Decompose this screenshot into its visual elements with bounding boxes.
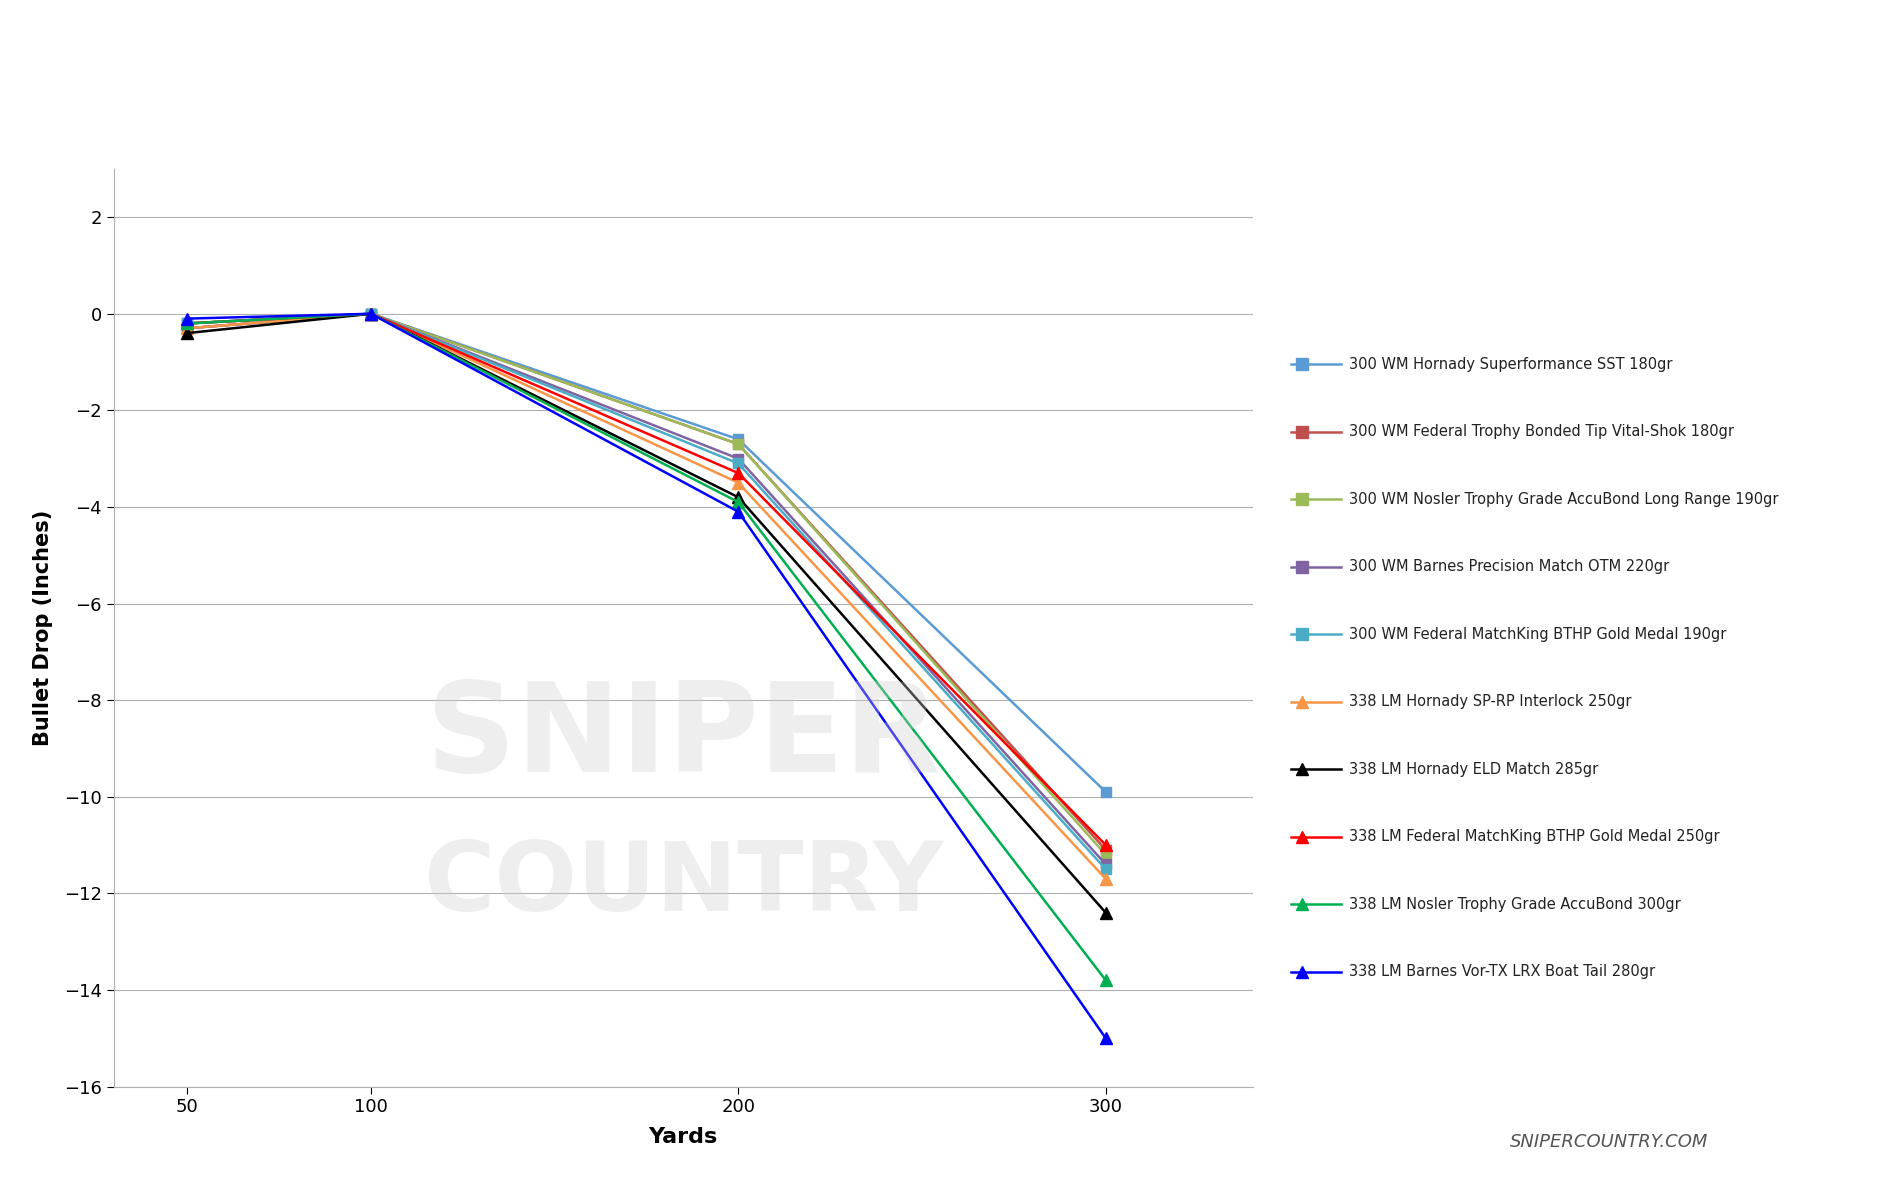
Text: COUNTRY: COUNTRY [423, 839, 943, 931]
Text: 300 WM Nosler Trophy Grade AccuBond Long Range 190gr: 300 WM Nosler Trophy Grade AccuBond Long… [1349, 492, 1778, 507]
Text: 338 LM Federal MatchKing BTHP Gold Medal 250gr: 338 LM Federal MatchKing BTHP Gold Medal… [1349, 829, 1720, 844]
Text: SHORT RANGE TRAJECTORY: SHORT RANGE TRAJECTORY [287, 20, 1611, 104]
Text: 338 LM Barnes Vor-TX LRX Boat Tail 280gr: 338 LM Barnes Vor-TX LRX Boat Tail 280gr [1349, 965, 1655, 979]
Text: 300 WM Barnes Precision Match OTM 220gr: 300 WM Barnes Precision Match OTM 220gr [1349, 560, 1670, 574]
Text: 300 WM Federal Trophy Bonded Tip Vital-Shok 180gr: 300 WM Federal Trophy Bonded Tip Vital-S… [1349, 424, 1735, 439]
X-axis label: Yards: Yards [649, 1128, 717, 1148]
Text: SNIPER: SNIPER [425, 678, 941, 798]
Text: 300 WM Federal MatchKing BTHP Gold Medal 190gr: 300 WM Federal MatchKing BTHP Gold Medal… [1349, 627, 1727, 641]
Text: 338 LM Hornady SP-RP Interlock 250gr: 338 LM Hornady SP-RP Interlock 250gr [1349, 694, 1632, 710]
Text: 338 LM Nosler Trophy Grade AccuBond 300gr: 338 LM Nosler Trophy Grade AccuBond 300g… [1349, 896, 1682, 912]
Y-axis label: Bullet Drop (Inches): Bullet Drop (Inches) [32, 509, 53, 746]
Text: 338 LM Hornady ELD Match 285gr: 338 LM Hornady ELD Match 285gr [1349, 762, 1598, 777]
Text: 300 WM Hornady Superformance SST 180gr: 300 WM Hornady Superformance SST 180gr [1349, 357, 1672, 372]
Text: SNIPERCOUNTRY.COM: SNIPERCOUNTRY.COM [1509, 1134, 1708, 1151]
